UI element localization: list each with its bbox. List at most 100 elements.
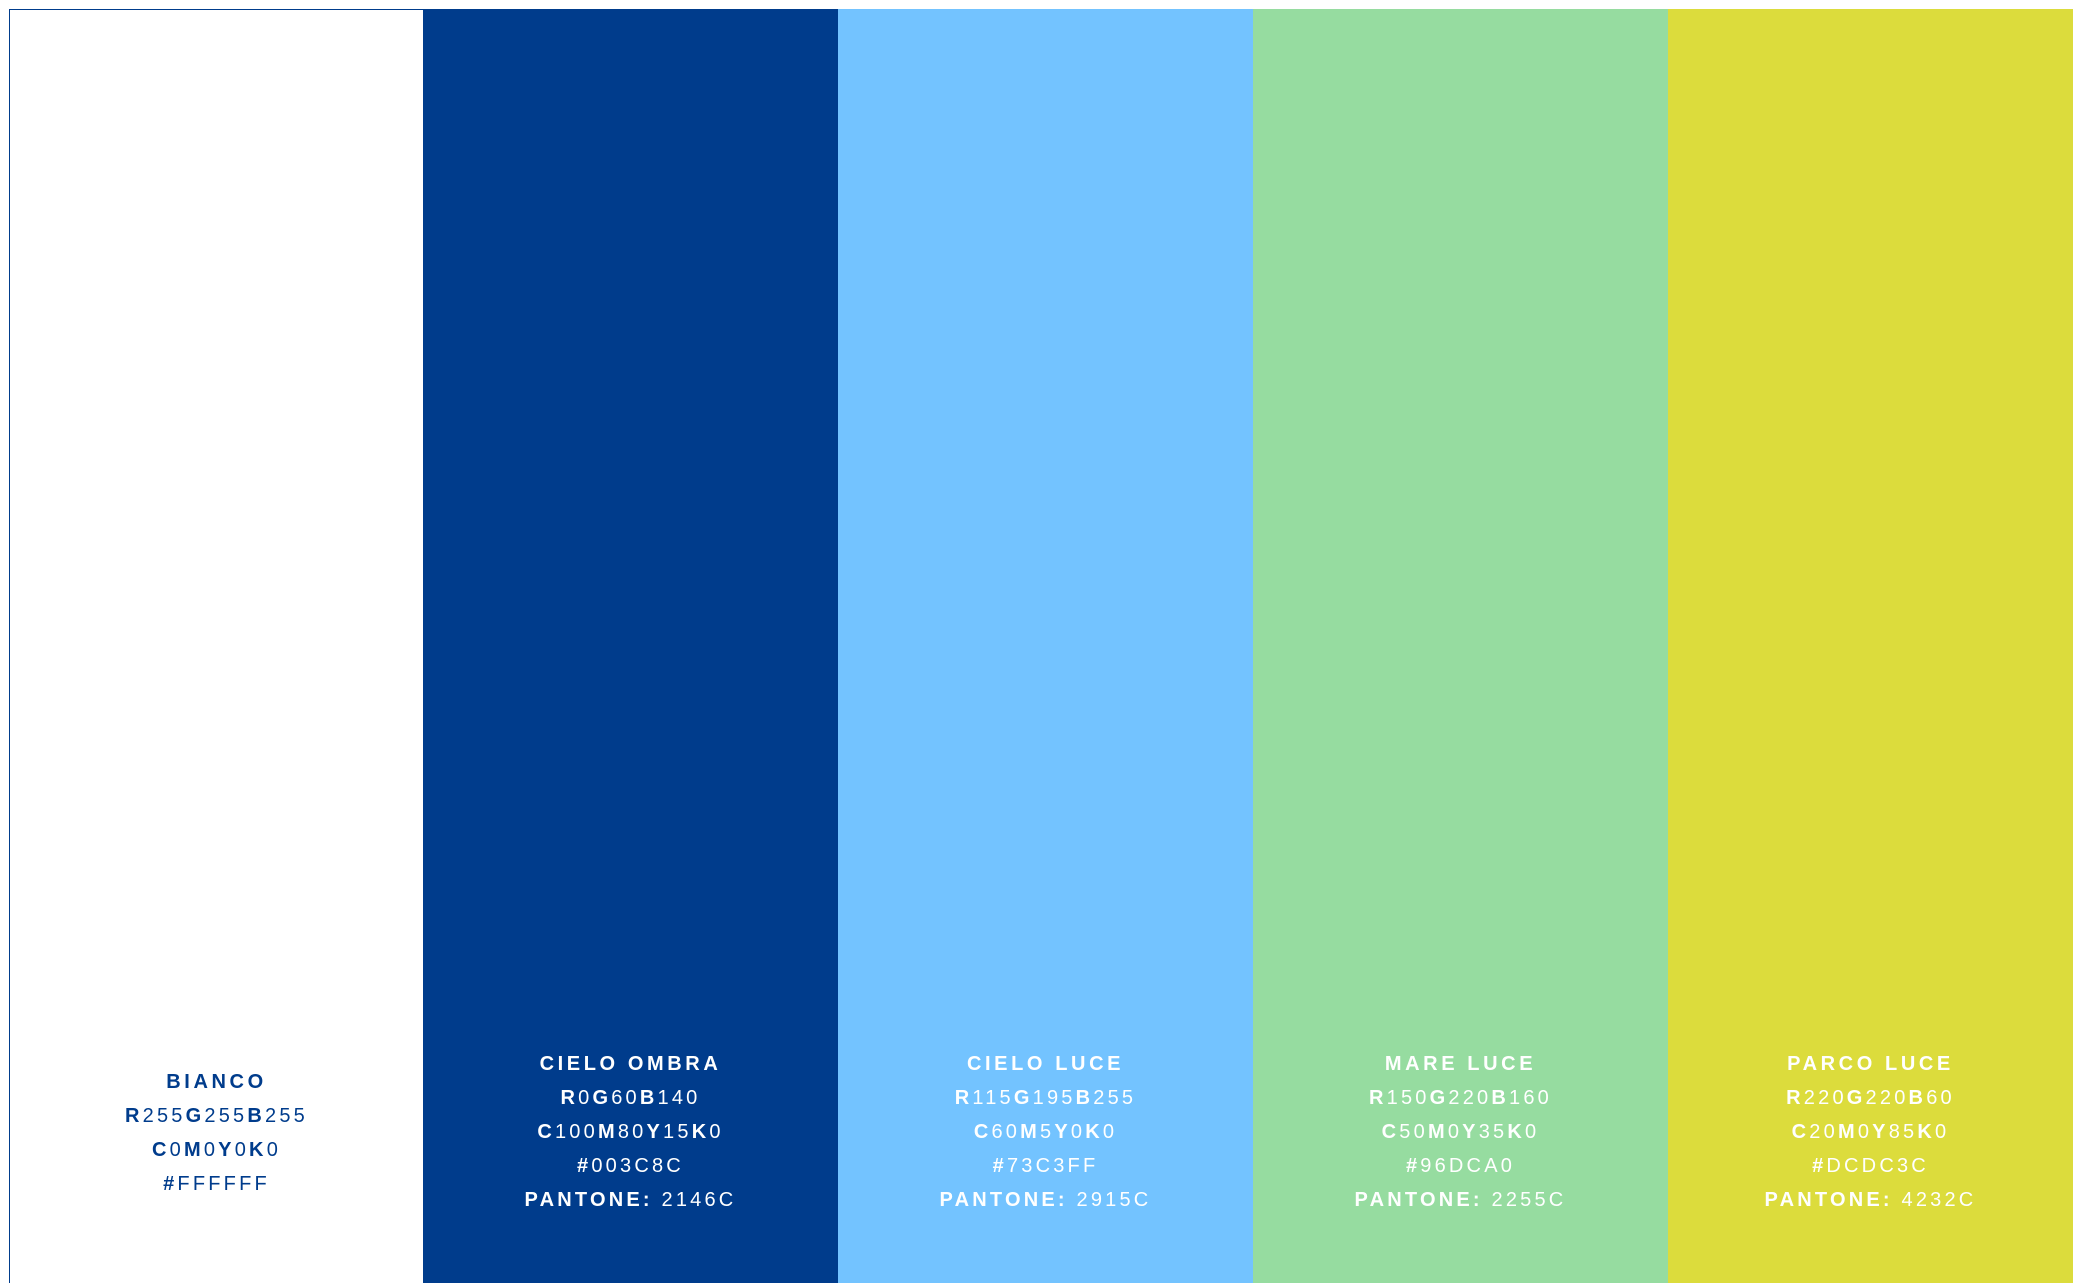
- c-value: 20: [1809, 1121, 1838, 1143]
- g-label: G: [185, 1105, 205, 1127]
- k-label: K: [1917, 1121, 1936, 1143]
- r-value: 115: [972, 1087, 1014, 1109]
- swatch-info: MARE LUCE R150G220B160 C50M0Y35K0 #96DCA…: [1253, 1047, 1668, 1217]
- cmyk-values: C60M5Y0K0: [838, 1115, 1253, 1149]
- swatch-info: BIANCO R255G255B255 C0M0Y0K0 #FFFFFF: [10, 1065, 423, 1201]
- y-value: 85: [1888, 1121, 1918, 1143]
- swatch-name: BIANCO: [166, 1071, 267, 1093]
- color-palette: BIANCO R255G255B255 C0M0Y0K0 #FFFFFF CIE…: [9, 9, 2073, 1283]
- k-value: 0: [1525, 1121, 1540, 1143]
- m-value: 80: [617, 1121, 647, 1143]
- y-value: 15: [663, 1121, 692, 1143]
- c-value: 0: [169, 1139, 184, 1161]
- b-value: 255: [1093, 1087, 1137, 1109]
- y-label: Y: [218, 1139, 235, 1161]
- y-label: Y: [1054, 1121, 1071, 1143]
- pantone-value: PANTONE: 2146C: [423, 1183, 838, 1217]
- c-value: 100: [554, 1121, 598, 1143]
- swatch-info: CIELO OMBRA R0G60B140 C100M80Y15K0 #003C…: [423, 1047, 838, 1217]
- y-value: 0: [234, 1139, 250, 1161]
- k-value: 0: [1935, 1121, 1950, 1143]
- hash-label: #: [992, 1155, 1007, 1177]
- k-value: 0: [266, 1139, 282, 1161]
- b-label: B: [1075, 1087, 1094, 1109]
- hash-label: #: [163, 1173, 178, 1195]
- swatch-parco-luce: PARCO LUCE R220G220B60 C20M0Y85K0 #DCDC3…: [1668, 9, 2073, 1283]
- hex-code: DCDC3C: [1826, 1155, 1929, 1177]
- pantone-code: 2146C: [661, 1189, 737, 1211]
- swatch-name: CIELO OMBRA: [539, 1053, 722, 1075]
- y-value: 35: [1478, 1121, 1508, 1143]
- r-value: 150: [1386, 1087, 1430, 1109]
- hash-label: #: [577, 1155, 592, 1177]
- pantone-label: PANTONE:: [939, 1189, 1068, 1211]
- r-label: R: [1368, 1087, 1387, 1109]
- r-label: R: [124, 1105, 143, 1127]
- swatch-info: CIELO LUCE R115G195B255 C60M5Y0K0 #73C3F…: [838, 1047, 1253, 1217]
- pantone-code: 4232C: [1901, 1189, 1977, 1211]
- pantone-code: 2915C: [1076, 1189, 1152, 1211]
- cmyk-values: C50M0Y35K0: [1253, 1115, 1668, 1149]
- g-value: 220: [1865, 1087, 1909, 1109]
- hex-value: #73C3FF: [838, 1149, 1253, 1183]
- g-value: 195: [1032, 1087, 1076, 1109]
- c-label: C: [973, 1121, 992, 1143]
- c-label: C: [537, 1121, 555, 1143]
- y-label: Y: [1462, 1121, 1479, 1143]
- rgb-values: R255G255B255: [10, 1099, 423, 1133]
- pantone-value: PANTONE: 4232C: [1668, 1183, 2073, 1217]
- c-label: C: [151, 1139, 170, 1161]
- g-label: G: [1846, 1087, 1866, 1109]
- b-label: B: [247, 1105, 266, 1127]
- m-label: M: [183, 1139, 204, 1161]
- hash-label: #: [1812, 1155, 1827, 1177]
- hash-label: #: [1405, 1155, 1421, 1177]
- c-label: C: [1381, 1121, 1400, 1143]
- k-label: K: [691, 1121, 710, 1143]
- m-label: M: [1020, 1121, 1040, 1143]
- g-value: 60: [611, 1087, 640, 1109]
- b-value: 60: [1926, 1087, 1955, 1109]
- g-value: 255: [204, 1105, 248, 1127]
- cmyk-values: C100M80Y15K0: [423, 1115, 838, 1149]
- hex-code: 003C8C: [591, 1155, 684, 1177]
- g-label: G: [592, 1087, 612, 1109]
- hex-code: 73C3FF: [1006, 1155, 1099, 1177]
- g-label: G: [1013, 1087, 1033, 1109]
- b-value: 140: [657, 1087, 701, 1109]
- swatch-cielo-luce: CIELO LUCE R115G195B255 C60M5Y0K0 #73C3F…: [838, 9, 1253, 1283]
- swatch-cielo-ombra: CIELO OMBRA R0G60B140 C100M80Y15K0 #003C…: [423, 9, 838, 1283]
- c-value: 50: [1399, 1121, 1428, 1143]
- hex-value: #FFFFFF: [10, 1167, 423, 1201]
- b-value: 255: [265, 1105, 309, 1127]
- b-label: B: [1491, 1087, 1510, 1109]
- c-label: C: [1791, 1121, 1810, 1143]
- m-value: 5: [1040, 1121, 1055, 1143]
- r-value: 0: [578, 1087, 593, 1109]
- pantone-value: PANTONE: 2255C: [1253, 1183, 1668, 1217]
- m-value: 0: [203, 1139, 219, 1161]
- c-value: 60: [991, 1121, 1021, 1143]
- hex-value: #DCDC3C: [1668, 1149, 2073, 1183]
- m-label: M: [1837, 1121, 1858, 1143]
- g-value: 220: [1448, 1087, 1492, 1109]
- rgb-values: R150G220B160: [1253, 1081, 1668, 1115]
- hex-code: 96DCA0: [1420, 1155, 1516, 1177]
- m-label: M: [1427, 1121, 1448, 1143]
- m-label: M: [597, 1121, 618, 1143]
- r-label: R: [560, 1087, 579, 1109]
- swatch-bianco: BIANCO R255G255B255 C0M0Y0K0 #FFFFFF: [9, 9, 423, 1283]
- k-label: K: [249, 1139, 267, 1161]
- b-label: B: [1908, 1087, 1927, 1109]
- y-value: 0: [1070, 1121, 1086, 1143]
- r-label: R: [1786, 1087, 1804, 1109]
- r-label: R: [954, 1087, 973, 1109]
- y-label: Y: [1872, 1121, 1889, 1143]
- cmyk-values: C20M0Y85K0: [1668, 1115, 2073, 1149]
- r-value: 220: [1803, 1087, 1847, 1109]
- r-value: 255: [142, 1105, 186, 1127]
- swatch-info: PARCO LUCE R220G220B60 C20M0Y85K0 #DCDC3…: [1668, 1047, 2073, 1217]
- k-value: 0: [709, 1121, 724, 1143]
- y-label: Y: [646, 1121, 664, 1143]
- k-label: K: [1507, 1121, 1526, 1143]
